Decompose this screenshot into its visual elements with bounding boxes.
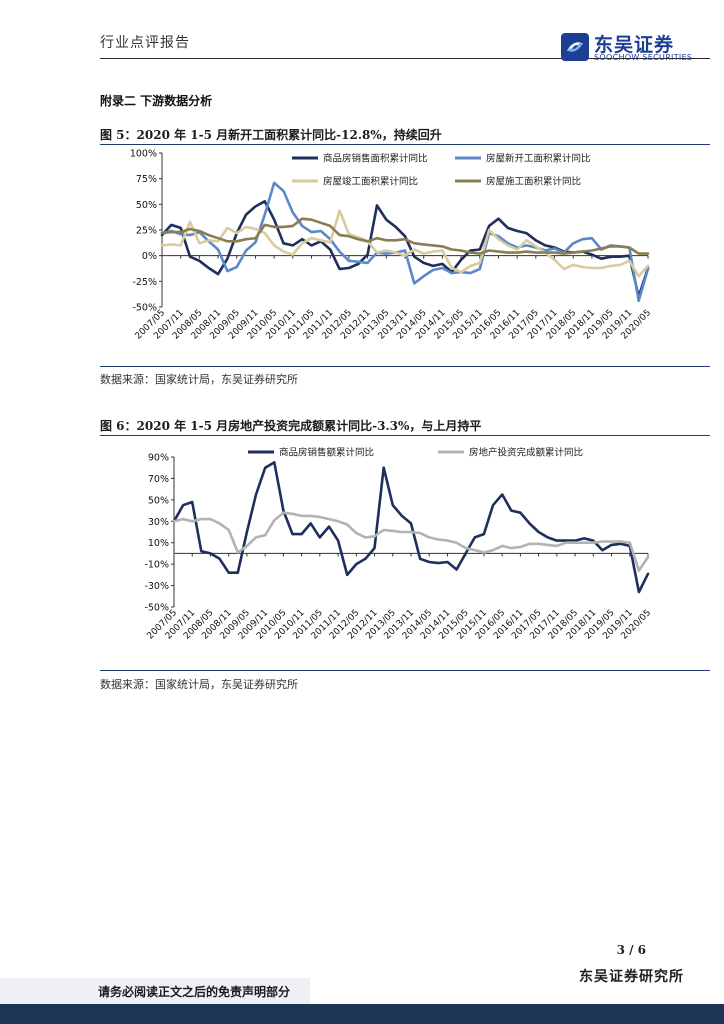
section-title: 附录二 下游数据分析 xyxy=(100,94,213,108)
figure6-source: 数据来源：国家统计局，东吴证券研究所 xyxy=(100,678,298,691)
figure6-chart: -50%-30%-10%10%30%50%70%90%2007/052007/1… xyxy=(144,447,653,642)
chart1-y-tick-label: 75% xyxy=(136,174,157,185)
chart1-series-line xyxy=(160,217,650,255)
chart1-series-line xyxy=(160,209,650,278)
chart2-series-line xyxy=(172,511,650,572)
chart2-y-tick-label: 90% xyxy=(148,453,169,464)
chart2-legend-label: 房地产投资完成额累计同比 xyxy=(469,447,583,459)
company-logo: 东吴证券 SOOCHOW SECURITIES xyxy=(560,30,710,66)
chart1-legend-label: 房屋新开工面积累计同比 xyxy=(486,153,591,165)
chart2-y-tick-label: 50% xyxy=(148,495,169,506)
chart2-y-tick-label: 10% xyxy=(148,538,169,549)
figure6-title: 图 6：2020 年 1-5 月房地产投资完成额累计同比-3.3%，与上月持平 xyxy=(100,419,482,433)
chart2-y-tick-label: -30% xyxy=(144,581,169,592)
chart1-y-tick-label: 100% xyxy=(130,149,157,160)
chart2-y-tick-label: 30% xyxy=(148,517,169,528)
chart2-series-line xyxy=(172,461,650,594)
disclaimer-box xyxy=(0,978,310,1004)
chart2-legend-label: 商品房销售额累计同比 xyxy=(279,447,374,459)
chart1-legend-label: 房屋竣工面积累计同比 xyxy=(323,176,418,188)
page-number: 3 / 6 xyxy=(616,943,646,957)
report-type: 行业点评报告 xyxy=(100,35,190,51)
chart1-series-line xyxy=(160,181,650,303)
figure6-bottom-rule xyxy=(100,670,710,671)
footer-institute: 东吴证券研究所 xyxy=(579,969,684,985)
chart1-legend-label: 商品房销售面积累计同比 xyxy=(323,153,428,165)
chart1-y-tick-label: -50% xyxy=(132,303,157,314)
chart1-y-tick-label: 25% xyxy=(136,226,157,237)
figure5-title: 图 5：2020 年 1-5 月新开工面积累计同比-12.8%，持续回升 xyxy=(100,128,442,142)
figure5-title-rule xyxy=(100,144,710,145)
disclaimer-text: 请务必阅读正文之后的免责声明部分 xyxy=(98,985,291,999)
logo-name: 东吴证券 xyxy=(594,34,675,56)
chart2-y-tick-label: -10% xyxy=(144,560,169,571)
header-rule xyxy=(100,58,710,59)
chart1-series-line xyxy=(160,200,650,298)
chart1-y-tick-label: -25% xyxy=(132,277,157,288)
chart2-y-tick-label: -50% xyxy=(144,603,169,614)
chart1-legend-label: 房屋施工面积累计同比 xyxy=(486,176,581,188)
logo-english-name: SOOCHOW SECURITIES xyxy=(594,53,693,62)
logo-mark-icon xyxy=(561,33,589,61)
chart1-y-tick-label: 0% xyxy=(142,251,157,262)
figure6-title-rule xyxy=(100,435,710,436)
chart1-y-tick-label: 50% xyxy=(136,200,157,211)
figure5-bottom-rule xyxy=(100,366,710,367)
figure5-source: 数据来源：国家统计局，东吴证券研究所 xyxy=(100,373,298,386)
chart2-y-tick-label: 70% xyxy=(148,474,169,485)
figure5-chart: -50%-25%0%25%50%75%100%2007/052007/11200… xyxy=(130,149,653,342)
footer-bar xyxy=(0,1004,724,1024)
